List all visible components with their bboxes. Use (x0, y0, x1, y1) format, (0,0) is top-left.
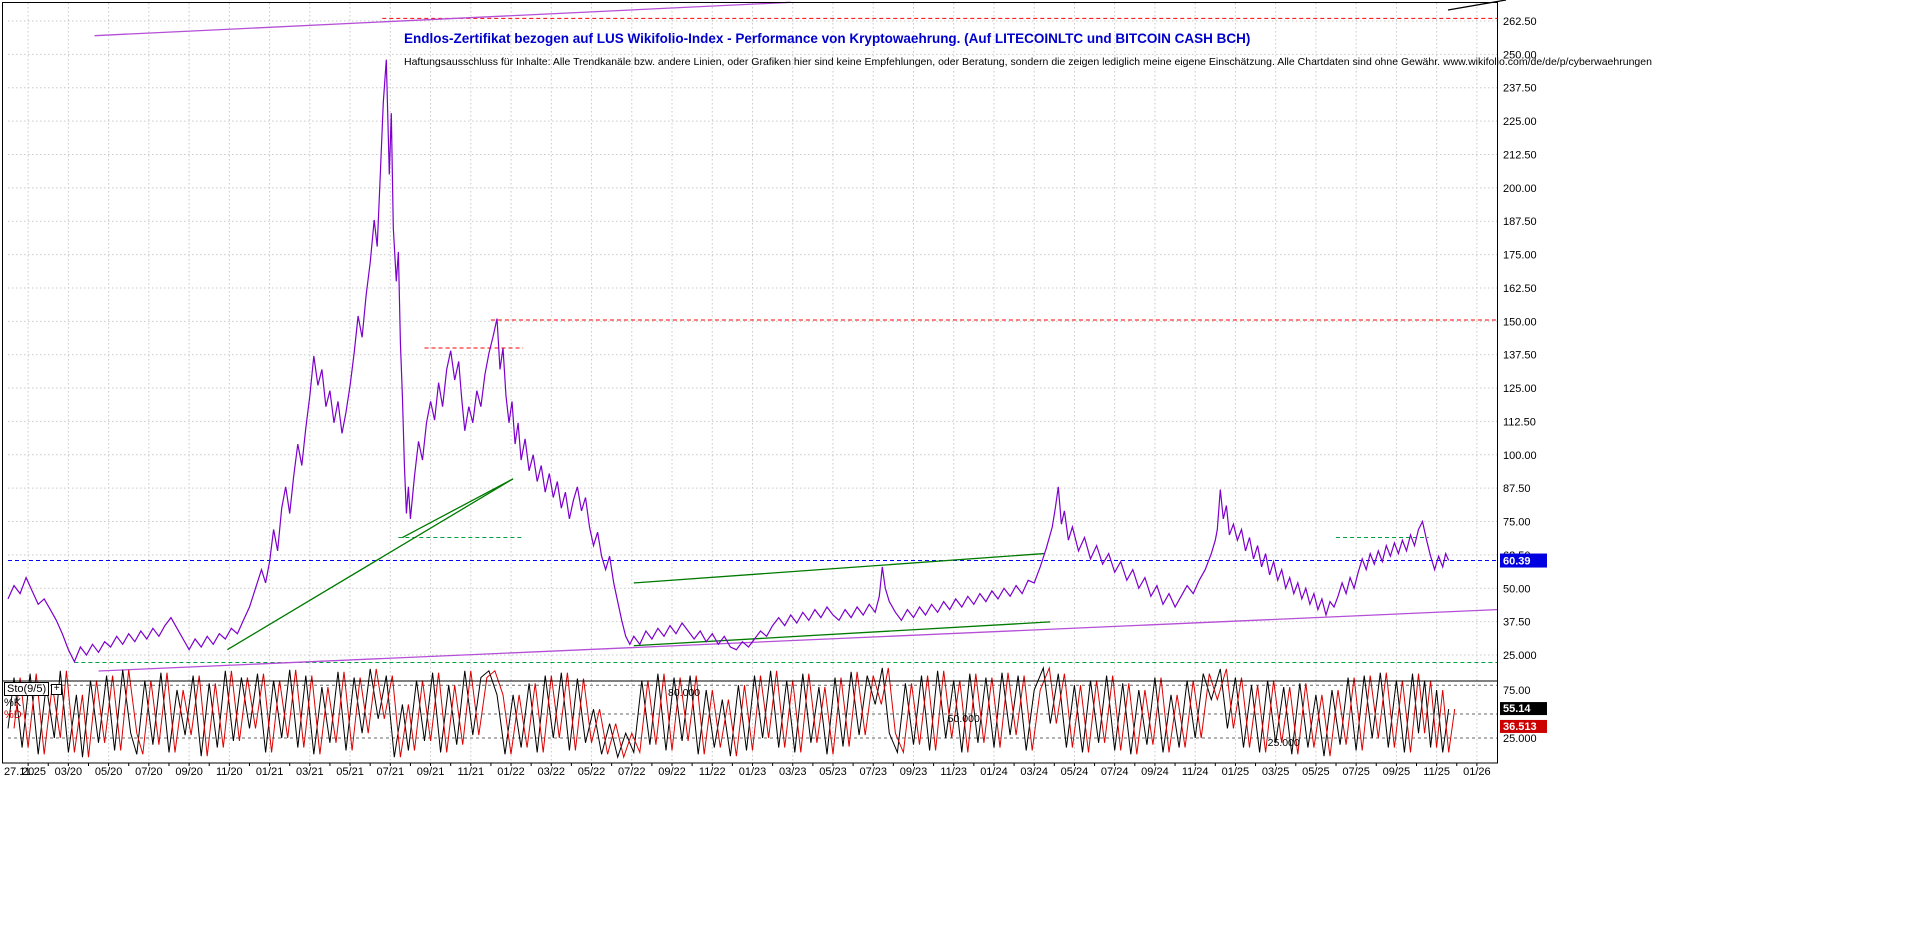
x-axis-label: 05/24 (1061, 766, 1089, 778)
y-axis-label: 225.00 (1503, 116, 1537, 128)
x-axis-label: 01/26 (1463, 766, 1491, 778)
x-axis-label: 09/22 (658, 766, 686, 778)
trendline-uptrend-jul21 (402, 478, 514, 539)
stoch-d-line (13, 665, 1456, 760)
indicator-d-label: %D (4, 709, 22, 721)
stoch-axis-label: 25.000 (1503, 733, 1537, 745)
x-axis-label: 20 (22, 766, 34, 778)
annotation-line-top-right (1447, 0, 1507, 11)
indicator-k-label: %K (4, 697, 22, 709)
x-axis-label: 11/20 (216, 766, 243, 778)
stoch-level-label: 80.000 (668, 687, 700, 699)
x-axis-label: 07/25 (1342, 766, 1370, 778)
y-axis-label: 87.50 (1503, 483, 1531, 495)
price-line (7, 59, 1450, 664)
y-axis-label: 237.50 (1503, 83, 1537, 95)
x-axis-label: 11/22 (699, 766, 726, 778)
y-axis-label: 50.00 (1503, 583, 1531, 595)
indicator-header-row: Sto(9/5) + (4, 682, 63, 696)
x-axis-label: 07/22 (618, 766, 646, 778)
y-axis-label: 112.50 (1503, 416, 1536, 428)
chart-title: Endlos-Zertifikat bezogen auf LUS Wikifo… (404, 31, 1251, 46)
x-axis-label: 03/20 (55, 766, 83, 778)
trendline-upper-channel (94, 1, 791, 37)
indicator-legend: Sto(9/5) + %K %D (4, 682, 63, 721)
y-axis-label: 200.00 (1503, 183, 1537, 195)
chart-border (2, 2, 1498, 764)
y-axis-label: 187.50 (1503, 216, 1537, 228)
y-axis-label: 137.50 (1503, 350, 1537, 362)
x-axis-label: 11/24 (1182, 766, 1209, 778)
stoch-k-line (7, 665, 1450, 760)
current-price-value: 60.39 (1503, 556, 1531, 568)
stoch-level-label: 50.000 (948, 713, 980, 725)
indicator-label: Sto(9/5) (4, 682, 50, 696)
x-axis-label: 05/22 (578, 766, 606, 778)
x-axis-label: 07/21 (377, 766, 405, 778)
x-axis-label: 09/25 (1383, 766, 1411, 778)
x-axis-label: 01/25 (1222, 766, 1250, 778)
y-axis-label: 125.00 (1503, 383, 1537, 395)
x-axis-label: 03/21 (296, 766, 324, 778)
y-axis-label: 25.000 (1503, 650, 1537, 662)
x-axis-label: 09/23 (900, 766, 928, 778)
current-price-marker (1500, 553, 1547, 568)
x-axis-label: 03/25 (1262, 766, 1290, 778)
y-axis-label: 150.00 (1503, 316, 1537, 328)
y-axis-label: 37.50 (1503, 617, 1531, 629)
chart-disclaimer: Haftungsausschluss für Inhalte: Alle Tre… (404, 56, 1652, 68)
x-axis-label: 09/21 (417, 766, 445, 778)
x-axis-label: 11/21 (457, 766, 484, 778)
stoch-d-value-marker (1500, 719, 1547, 733)
x-axis-label: 27.11.25 (4, 766, 46, 778)
stoch-level-label: 25.000 (1268, 737, 1300, 749)
x-axis-label: 11/23 (940, 766, 967, 778)
x-axis-label: 07/23 (859, 766, 887, 778)
stoch-d-value: 36.513 (1503, 721, 1537, 733)
y-axis-label: 100.00 (1503, 450, 1537, 462)
x-axis-label: 01/22 (497, 766, 525, 778)
x-axis-label: 03/24 (1020, 766, 1048, 778)
x-axis-label: 07/24 (1101, 766, 1129, 778)
x-axis-label: 01/24 (980, 766, 1008, 778)
y-axis-label: 175.00 (1503, 250, 1537, 262)
trendline-uptrend-2020-2021 (226, 478, 514, 651)
x-axis-label: 09/20 (175, 766, 203, 778)
x-axis-label: 05/25 (1302, 766, 1330, 778)
y-axis-label: 250.00 (1503, 49, 1537, 61)
trendline-resistance-2022-2024 (633, 552, 1045, 584)
x-axis-label: 03/22 (538, 766, 566, 778)
indicator-expand-button[interactable]: + (51, 683, 63, 695)
x-axis-label: 05/23 (819, 766, 847, 778)
y-axis-label: 262.50 (1503, 16, 1537, 28)
x-axis-label: 11/25 (1423, 766, 1450, 778)
x-axis-label: 05/21 (336, 766, 364, 778)
x-axis-label: 09/24 (1141, 766, 1169, 778)
x-axis-label: 01/23 (739, 766, 767, 778)
stoch-k-value: 55.14 (1503, 703, 1531, 715)
x-axis-label: 03/23 (779, 766, 807, 778)
trendline-support-2022-2024 (633, 621, 1051, 647)
x-axis-label: 01/21 (256, 766, 284, 778)
y-axis-label: 162.50 (1503, 283, 1537, 295)
y-axis-label: 212.50 (1503, 149, 1537, 161)
y-axis-label: 75.00 (1503, 517, 1531, 529)
x-axis-label: 07/20 (135, 766, 163, 778)
trendline-lower-channel (98, 608, 1498, 672)
x-axis-label: 05/20 (95, 766, 123, 778)
stoch-axis-label: 75.00 (1503, 685, 1531, 697)
stoch-k-value-marker (1500, 702, 1547, 716)
